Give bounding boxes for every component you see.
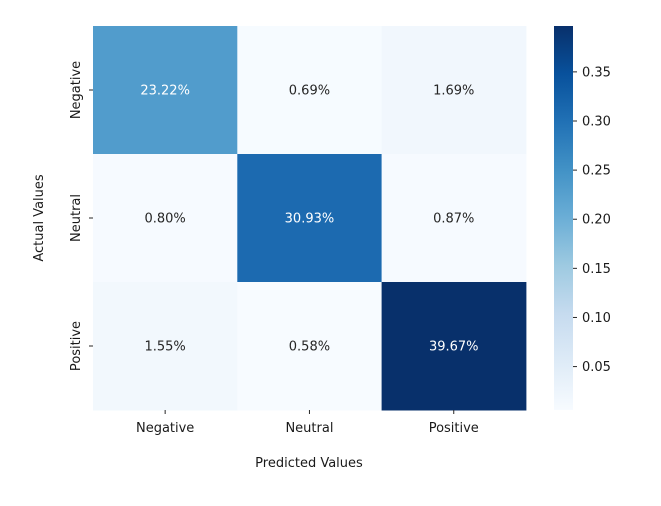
heatmap-cell [237,154,383,283]
heatmap-cell [237,282,383,411]
y-tick-label: Neutral [69,194,84,242]
heatmap-cell [381,26,527,155]
cell-value-label: 0.69% [289,84,330,99]
heatmap-cell [93,154,238,283]
y-axis-label: Actual Values [32,174,47,262]
y-tick-label: Negative [69,61,84,119]
cell-value-label: 39.67% [429,340,479,355]
colorbar-tick-label: 0.05 [582,360,611,375]
x-tick-label: Neutral [285,421,333,436]
colorbar-tick-label: 0.35 [582,65,611,80]
colorbar-ticks: 0.05 0.10 0.15 0.20 0.25 0.30 0.35 [573,65,611,375]
cell-value-label: 0.87% [433,212,474,227]
cell-value-label: 0.80% [144,212,185,227]
heatmap-cell [381,282,527,411]
cell-value-label: 1.69% [433,84,474,99]
cell-value-label: 23.22% [140,84,190,99]
heatmap-cell [93,282,238,411]
cell-value-label: 1.55% [144,340,185,355]
y-tick-label: Positive [69,321,84,371]
colorbar-tick-label: 0.10 [582,311,611,326]
colorbar-gradient [554,26,573,410]
x-axis-ticks: Negative Neutral Positive [136,410,479,436]
colorbar-tick-label: 0.25 [582,164,611,179]
heatmap-cell [93,26,238,155]
cell-value-label: 0.58% [289,340,330,355]
heatmap-cell [237,26,383,155]
x-tick-label: Negative [136,421,194,436]
y-axis-ticks: Negative Neutral Positive [69,61,93,371]
colorbar-tick-label: 0.15 [582,262,611,277]
heatmap-cell [381,154,527,283]
cell-value-label: 30.93% [285,212,335,227]
heatmap-grid: 23.22% 0.69% 1.69% 0.80% 30.93% 0.87% 1.55% 0.5… [93,26,527,411]
colorbar-tick-label: 0.20 [582,213,611,228]
x-axis-label: Predicted Values [255,456,363,471]
colorbar: 0.05 0.10 0.15 0.20 0.25 0.30 0.35 [554,26,611,410]
colorbar-tick-label: 0.30 [582,114,611,129]
x-tick-label: Positive [429,421,479,436]
